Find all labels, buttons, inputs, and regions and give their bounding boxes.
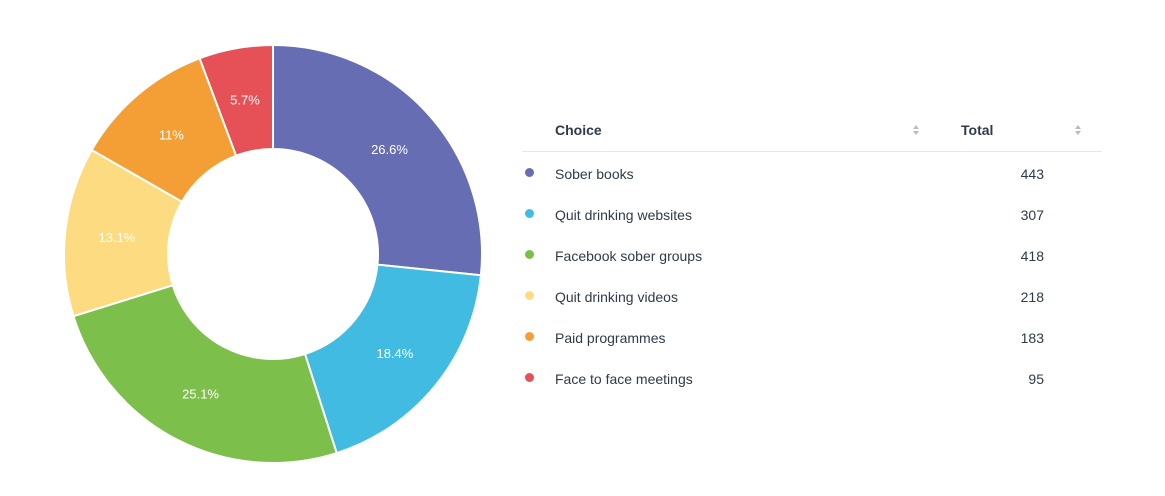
table-row: Paid programmes 183 [522, 316, 1102, 357]
choice-label: Paid programmes [555, 330, 666, 346]
legend-dot [525, 332, 534, 341]
total-value: 443 [1020, 166, 1044, 182]
total-value: 418 [1020, 248, 1044, 264]
choice-label: Facebook sober groups [555, 248, 703, 264]
table-body: Sober books 443 Quit drinking websites 3… [522, 152, 1102, 398]
table-row: Facebook sober groups 418 [522, 234, 1102, 275]
total-value: 183 [1020, 330, 1044, 346]
total-column-header[interactable]: Total [961, 122, 994, 138]
donut-slice[interactable] [303, 263, 483, 455]
table-row: Face to face meetings 95 [522, 357, 1102, 398]
sort-icon[interactable] [1074, 123, 1082, 137]
slice-percent-label: 13.1% [99, 230, 136, 245]
legend-dot [525, 291, 534, 300]
table-row: Quit drinking videos 218 [522, 275, 1102, 316]
table-header: Choice Total [522, 110, 1102, 152]
donut-slice[interactable] [198, 43, 274, 157]
total-value: 218 [1020, 289, 1044, 305]
slice-percent-label: 26.6% [371, 142, 408, 157]
choice-label: Quit drinking videos [555, 289, 678, 305]
donut-slice[interactable] [72, 283, 338, 464]
donut-chart: 26.6% 18.4% 25.1% 13.1% 11% 5.7% [63, 43, 483, 464]
total-value: 95 [1028, 371, 1044, 387]
choice-label: Sober books [555, 166, 634, 182]
slice-percent-label: 11% [159, 127, 184, 142]
slice-percent-label: 5.7% [230, 93, 260, 108]
donut-slice[interactable] [272, 43, 483, 277]
table-row: Sober books 443 [522, 152, 1102, 193]
slice-percent-label: 25.1% [182, 386, 219, 401]
legend-dot [525, 373, 534, 382]
choice-column-header[interactable]: Choice [555, 122, 602, 138]
slice-percent-label: 18.4% [376, 346, 413, 361]
table-row: Quit drinking websites 307 [522, 193, 1102, 234]
choice-label: Quit drinking websites [555, 207, 692, 223]
legend-dot [525, 168, 534, 177]
sort-icon[interactable] [912, 123, 920, 137]
choice-label: Face to face meetings [555, 371, 693, 387]
legend-dot [525, 209, 534, 218]
results-table: Choice Total Sober books 443 Quit drinki… [522, 110, 1102, 398]
legend-dot [525, 250, 534, 259]
total-value: 307 [1020, 207, 1044, 223]
